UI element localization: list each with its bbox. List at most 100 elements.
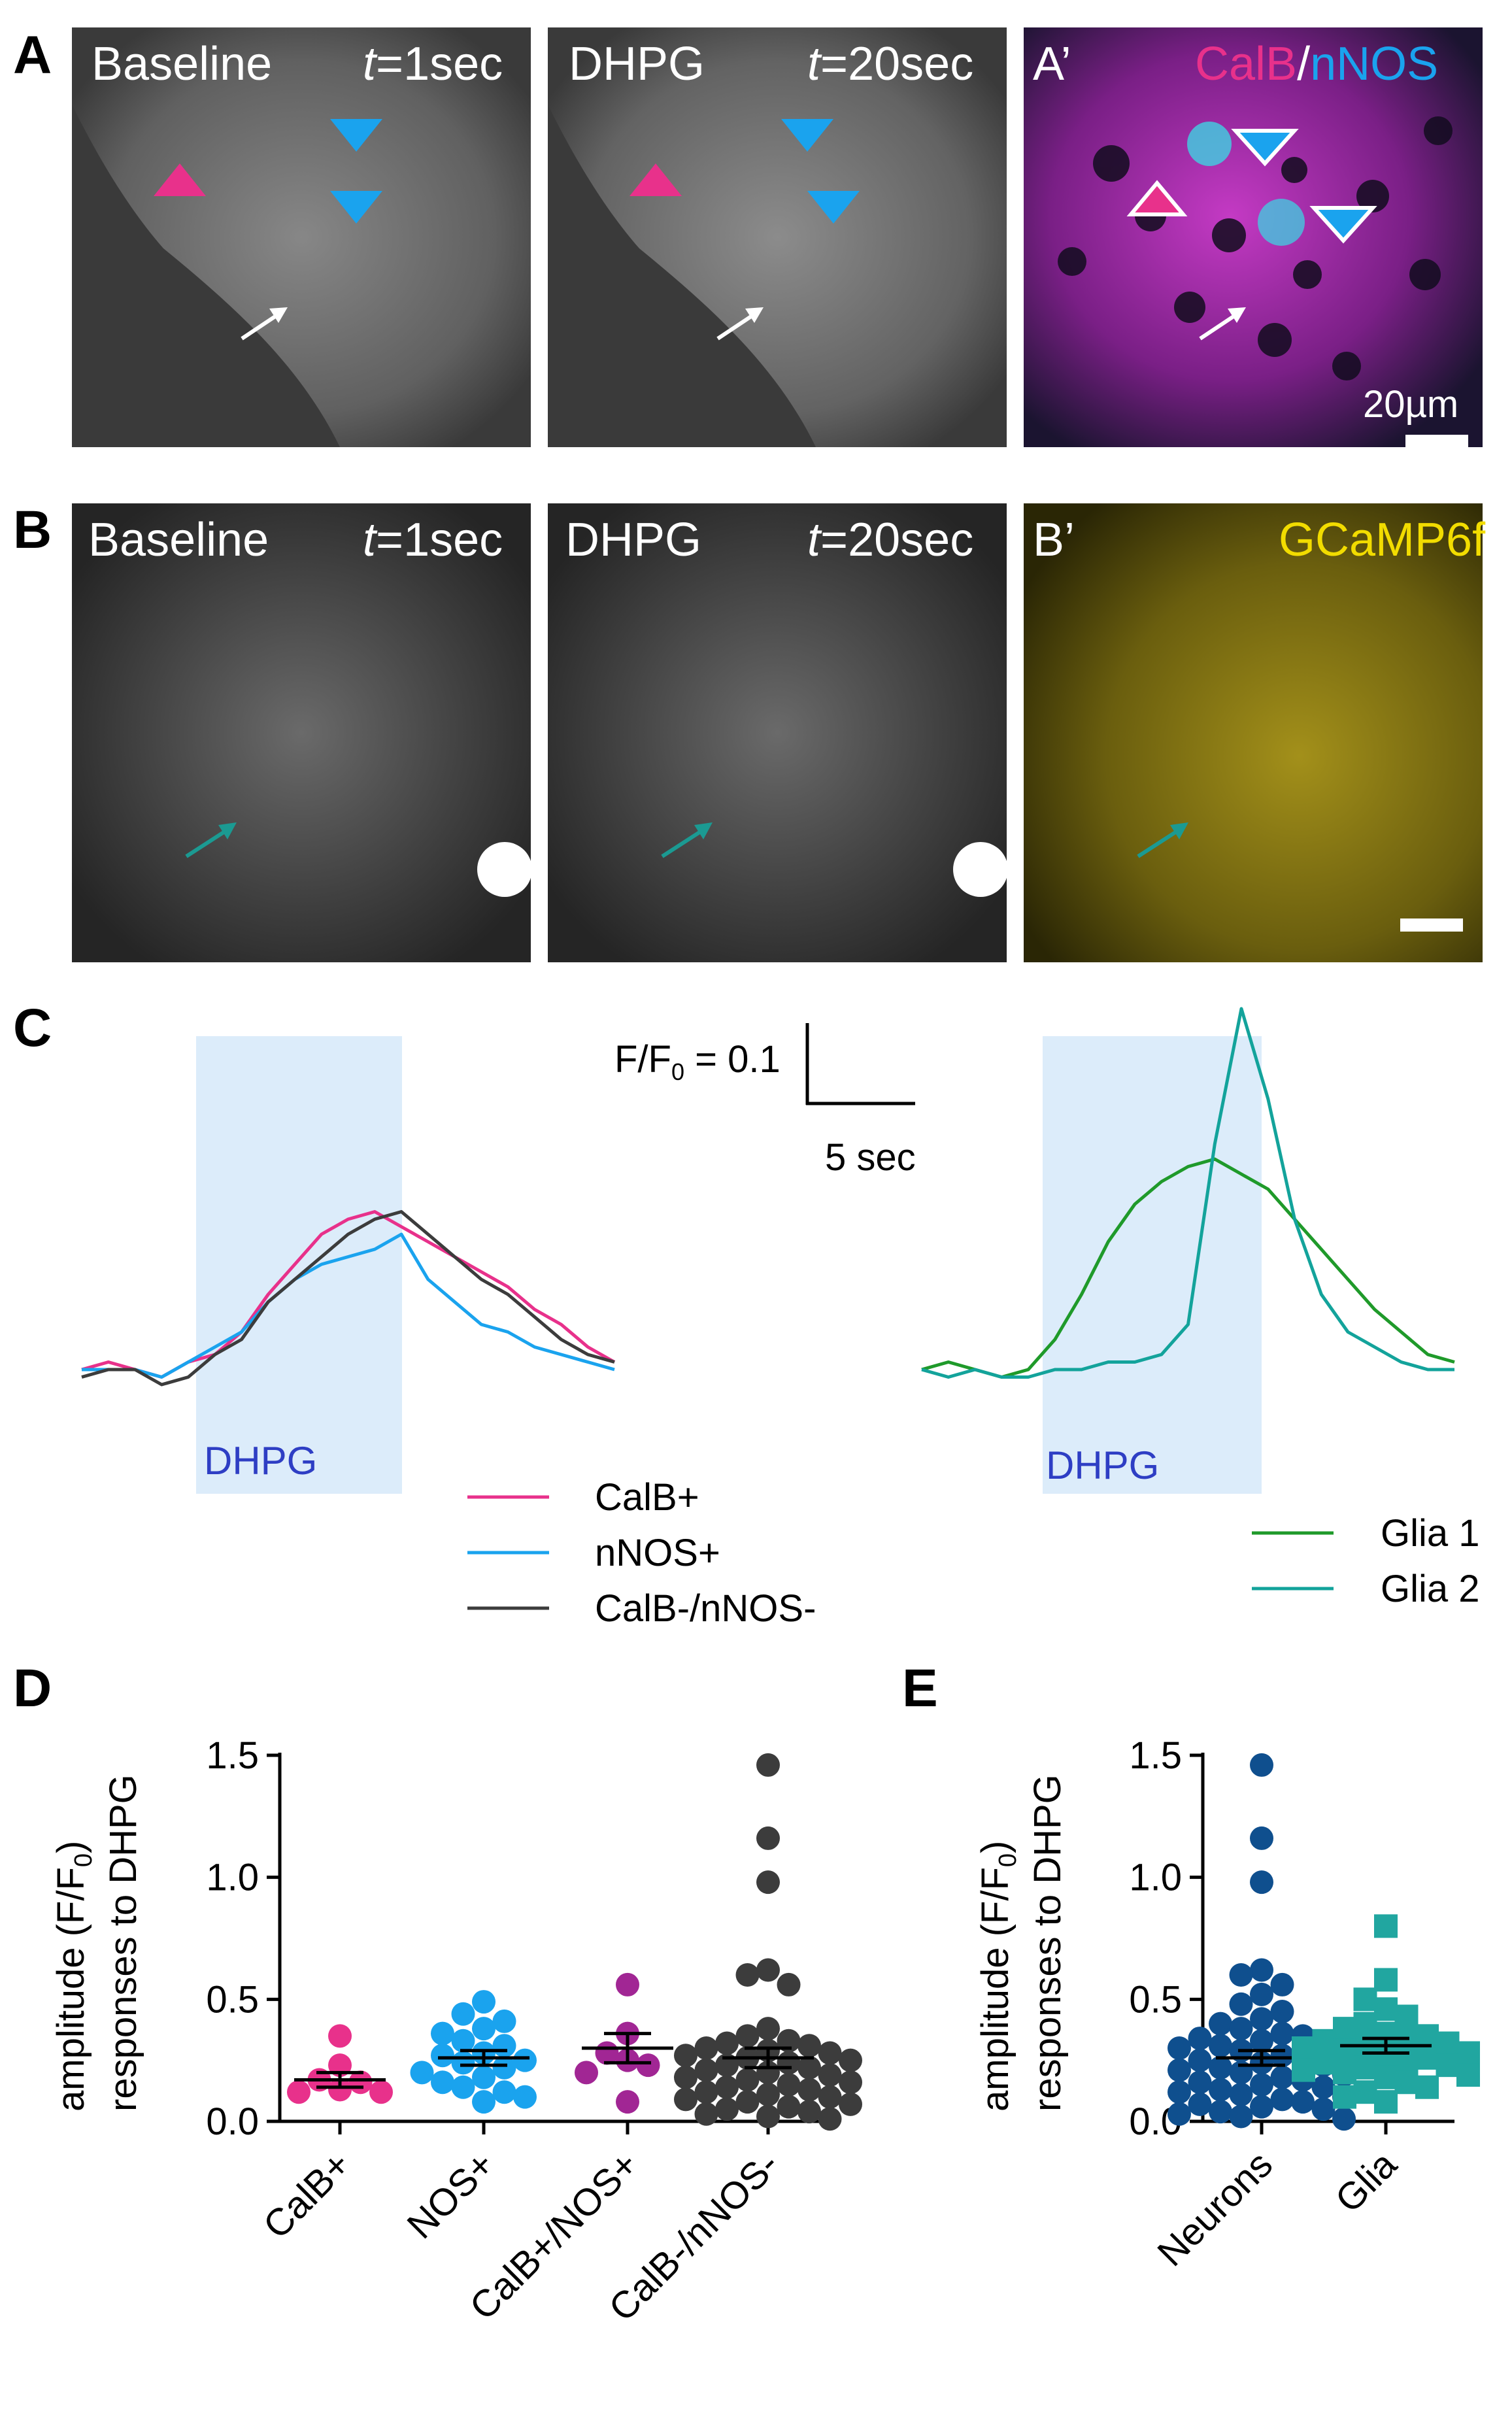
legend-left: CalB+ nNOS+ CalB-/nNOS- [467, 1476, 816, 1630]
data-point [1312, 2051, 1336, 2075]
data-point [735, 2090, 760, 2114]
data-point [777, 2051, 801, 2075]
data-point [756, 1826, 780, 1850]
data-point [431, 2044, 454, 2068]
data-point [818, 2085, 842, 2109]
data-point [694, 2102, 718, 2126]
y-tick-label: 0.0 [206, 2100, 259, 2143]
data-point [1353, 1987, 1377, 2012]
data-point [1292, 2058, 1315, 2082]
scale-bar-c: F/F0 = 0.1 5 sec [614, 1023, 916, 1179]
data-point [492, 2009, 516, 2033]
data-point [328, 2078, 352, 2102]
data-point [839, 2092, 862, 2116]
label-nnos: nNOS [1310, 38, 1438, 90]
svg-text:5 sec: 5 sec [825, 1136, 916, 1179]
y-axis-label-d-2: responses to DHPG [102, 1774, 144, 2112]
data-point [1250, 1753, 1273, 1777]
data-point [1436, 2053, 1460, 2078]
data-point [756, 1753, 780, 1777]
data-point [1270, 2065, 1294, 2089]
svg-text:Baseline: Baseline [88, 514, 269, 566]
svg-text:Glia 1: Glia 1 [1381, 1512, 1480, 1555]
data-point [472, 2065, 496, 2089]
arrowhead-nnos-2 [330, 191, 382, 224]
panel-label-d: D [13, 1659, 52, 1718]
data-point [1209, 2078, 1232, 2102]
svg-text:nNOS+: nNOS+ [595, 1532, 720, 1574]
data-point [674, 2065, 697, 2089]
svg-text:F/F0 = 0.1: F/F0 = 0.1 [614, 1038, 781, 1085]
data-point [616, 2090, 639, 2114]
sem-error-bar [460, 2049, 507, 2067]
data-point [1229, 2082, 1253, 2106]
data-point [1250, 1870, 1273, 1895]
sem-error-bar [1362, 2036, 1409, 2055]
sem-error-bar [316, 2070, 363, 2089]
data-point [798, 2055, 821, 2080]
y-axis-label-d: amplitude (F/F0) [50, 1841, 97, 2112]
category-label: Glia [1327, 2143, 1405, 2221]
data-point [1209, 2012, 1232, 2036]
data-point [1250, 1826, 1273, 1850]
time-value: =1sec [376, 38, 503, 90]
scalebar [1405, 435, 1468, 448]
data-point [777, 2095, 801, 2119]
data-point [1374, 1914, 1398, 1938]
data-point [1291, 2090, 1315, 2114]
data-point [735, 2024, 760, 2048]
data-point [1311, 2075, 1336, 2099]
data-point [410, 2061, 434, 2085]
data-point [798, 2078, 821, 2102]
data-point [818, 2063, 842, 2087]
data-point [1436, 2031, 1460, 2055]
category-label: Neurons [1149, 2143, 1281, 2274]
data-point [756, 2017, 780, 2041]
svg-text:CalB+: CalB+ [595, 1476, 699, 1519]
data-point [715, 2031, 739, 2055]
panel-label-c: C [13, 998, 52, 1058]
data-point [694, 2036, 718, 2060]
data-point [287, 2080, 311, 2104]
data-point [1333, 2061, 1356, 2085]
data-point [492, 2080, 516, 2104]
data-point [694, 2080, 718, 2104]
label-dhpg: DHPG [569, 38, 705, 90]
data-point [1229, 1992, 1253, 2016]
data-point [818, 2107, 842, 2131]
panel-b-baseline-image: Baseline t=1sec [72, 503, 532, 962]
data-point [715, 2075, 739, 2099]
data-point [1415, 2075, 1439, 2099]
data-point [451, 2075, 475, 2099]
data-point [451, 2051, 475, 2075]
svg-text:CalB/nNOS: CalB/nNOS [1195, 38, 1438, 90]
data-point [369, 2080, 393, 2104]
y-tick-label: 0.5 [206, 1978, 259, 2021]
data-point [1394, 2004, 1419, 2029]
data-point [1311, 2097, 1336, 2121]
dhpg-band-right [1043, 1036, 1262, 1494]
data-point [1456, 2063, 1480, 2087]
data-point [1353, 2012, 1377, 2036]
data-point [1333, 2038, 1356, 2063]
data-point [674, 2044, 697, 2068]
data-point [575, 2061, 598, 2085]
label-a-prime: A’ [1033, 38, 1071, 90]
panel-b-dhpg-image: DHPG t=20sec [548, 503, 1008, 962]
label-calb: CalB [1195, 38, 1297, 90]
data-point [513, 2048, 537, 2072]
data-point [1188, 2070, 1212, 2095]
data-point [472, 2017, 496, 2041]
svg-text:B’: B’ [1033, 514, 1075, 566]
data-point [1374, 2090, 1398, 2114]
data-point [798, 2100, 821, 2124]
category-label: NOS+ [399, 2143, 503, 2247]
sem-error-bar [1238, 2049, 1285, 2067]
y-tick-label: 0.5 [1129, 1978, 1182, 2021]
data-point [513, 2085, 537, 2109]
data-point [1332, 2107, 1356, 2131]
data-point [1374, 2065, 1398, 2089]
